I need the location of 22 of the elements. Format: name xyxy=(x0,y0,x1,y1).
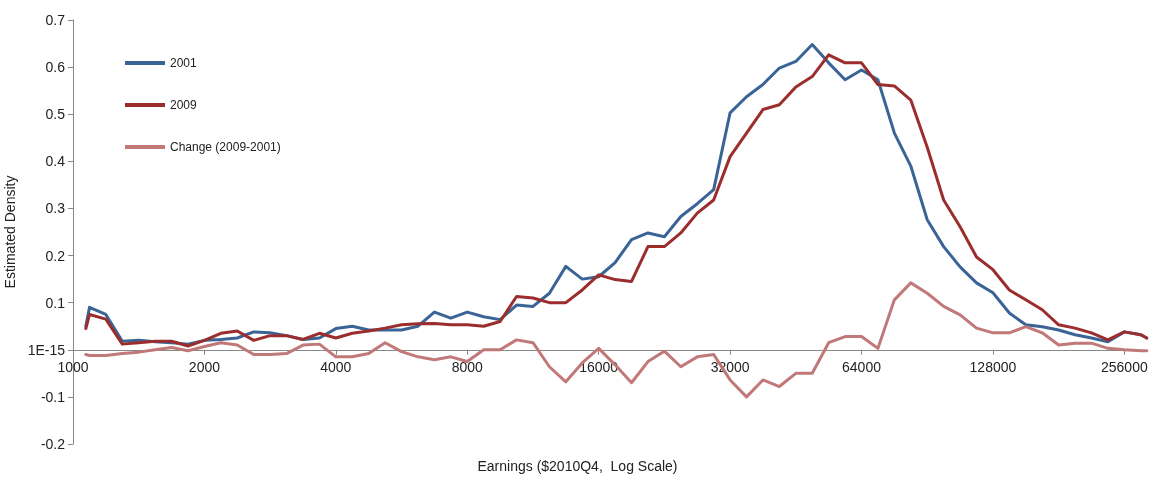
legend-label: 2009 xyxy=(170,98,198,112)
x-tick-label: 4000 xyxy=(320,358,352,375)
legend-label: Change (2009-2001) xyxy=(170,140,281,154)
x-tick-label: 8000 xyxy=(451,358,484,375)
x-tick-label: 64000 xyxy=(842,358,882,375)
y-tick-label: 1E-15 xyxy=(27,341,66,358)
x-tick-label: 2000 xyxy=(188,358,221,375)
y-tick-label: 0.4 xyxy=(45,153,66,170)
y-tick-label: 0.6 xyxy=(45,59,66,76)
y-tick-label: 0.3 xyxy=(45,200,66,217)
x-tick-label: 256000 xyxy=(1101,358,1148,375)
legend-label: 2001 xyxy=(170,56,198,70)
y-tick-label: 0.5 xyxy=(45,106,66,123)
y-tick-label: 0.2 xyxy=(45,247,66,264)
y-tick-label: 0.7 xyxy=(45,12,66,28)
y-tick-label: -0.1 xyxy=(40,388,66,405)
x-tick-label: 1000 xyxy=(57,358,89,375)
y-tick-label: 0.1 xyxy=(45,294,66,311)
x-tick-label: 128000 xyxy=(969,358,1017,375)
text: Earnings ($2010Q4, Log Scale) xyxy=(477,458,678,474)
y-axis-title: Estimated Density xyxy=(1,175,18,289)
y-tick-label: -0.2 xyxy=(40,436,66,452)
